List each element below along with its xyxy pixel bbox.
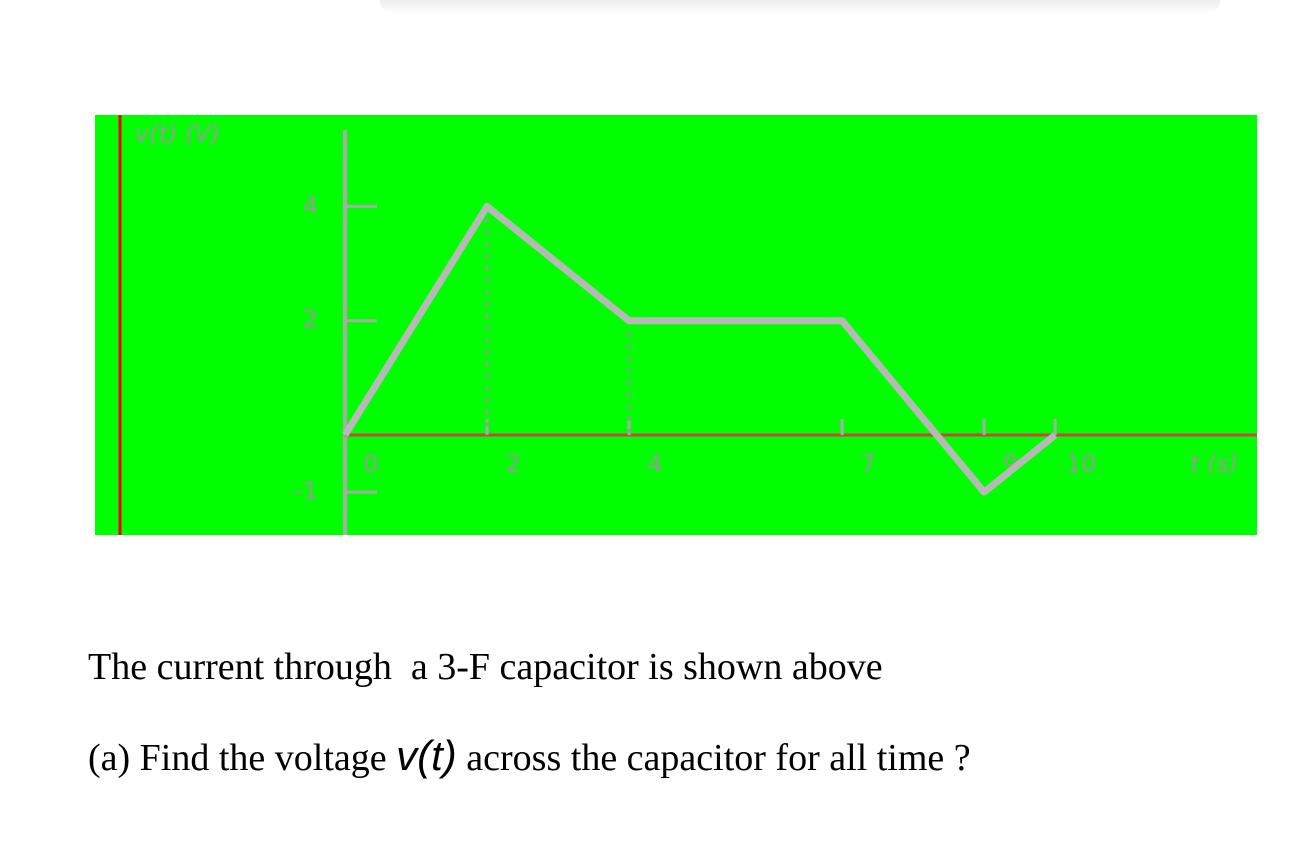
text-line: The current through a 3-F capacitor is s… [88, 646, 883, 688]
math: v(t) [396, 732, 457, 779]
x-tick-label: 10 [1066, 450, 1097, 478]
text-line: (a) Find the voltage v(t) across the cap… [88, 732, 971, 780]
data-line [342, 202, 1058, 496]
x-axis-label: t (s) [1190, 450, 1238, 478]
x-tick-label: 0 [363, 450, 378, 478]
y-tick-label: 2 [303, 306, 318, 334]
x-tick-label: 7 [860, 450, 875, 478]
y-tick-label: 4 [303, 191, 318, 219]
x-tick-label: 2 [505, 450, 520, 478]
chart-background [95, 115, 1257, 535]
text: (a) Find the voltage [88, 737, 397, 779]
x-tick-label: 4 [647, 450, 662, 478]
shadow [380, 0, 1220, 14]
y-tick-label: -1 [294, 477, 318, 505]
y-axis-label: v(t) (V) [135, 120, 220, 148]
text: across the capacitor for all time ? [456, 737, 971, 779]
